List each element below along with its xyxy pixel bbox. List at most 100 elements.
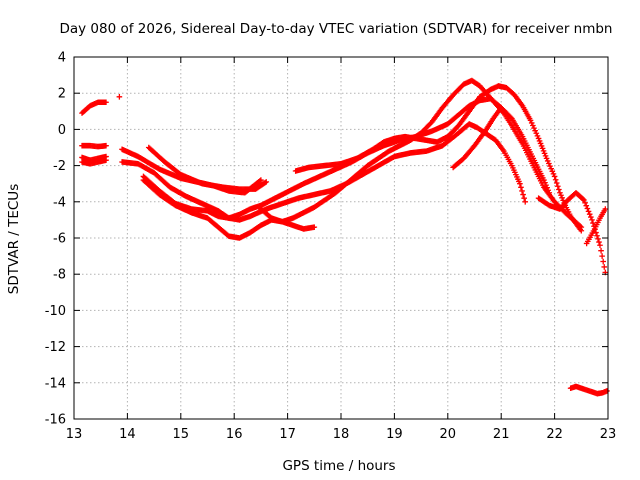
y-tick-label: -10 — [45, 304, 66, 319]
data-point — [580, 196, 586, 202]
data-point — [498, 104, 504, 111]
data-point — [258, 177, 264, 183]
y-tick-label: 2 — [58, 87, 66, 102]
y-tick-label: -16 — [45, 413, 66, 428]
data-point — [584, 205, 591, 212]
grid-lines — [74, 57, 608, 419]
data-point — [530, 122, 536, 129]
data-point — [257, 178, 263, 184]
data-point — [558, 192, 564, 199]
x-tick-label: 14 — [119, 427, 136, 442]
data-point — [594, 232, 600, 239]
data-point — [583, 202, 590, 209]
data-point — [528, 120, 535, 126]
data-point — [596, 239, 602, 245]
series-track-13 — [535, 189, 609, 276]
x-tick-label: 20 — [440, 427, 457, 442]
x-tick-label: 15 — [173, 427, 190, 442]
x-tick-label: 19 — [386, 427, 403, 442]
data-point — [500, 109, 506, 115]
y-tick-label: 0 — [58, 123, 66, 138]
data-point — [578, 227, 585, 234]
y-tick-label: -6 — [53, 232, 66, 247]
series-track-11 — [292, 83, 585, 234]
data-point — [103, 99, 109, 106]
series-track-15 — [567, 383, 610, 397]
data-point — [519, 188, 525, 194]
data-point — [604, 388, 610, 394]
data-point — [543, 155, 550, 162]
series-track-10 — [258, 77, 585, 230]
data-point — [527, 117, 534, 124]
data-point — [553, 180, 560, 186]
data-points — [79, 77, 610, 397]
data-point — [602, 206, 609, 212]
data-point — [552, 176, 559, 183]
data-point — [103, 157, 109, 163]
data-point — [520, 191, 526, 198]
data-point — [103, 142, 109, 149]
axis-ticks: 13 14 15 16 17 18 19 20 21 22 23420-2-4-6-8-10-12-… — [45, 51, 617, 443]
series-track-2 — [79, 142, 109, 150]
data-point — [262, 179, 268, 186]
data-point — [517, 180, 523, 187]
data-point — [532, 127, 538, 134]
data-point — [556, 186, 562, 193]
data-point — [597, 242, 603, 249]
y-tick-label: -8 — [53, 268, 66, 283]
series-isolated — [116, 94, 123, 100]
y-tick-label: -2 — [53, 159, 66, 174]
x-tick-label: 13 — [66, 427, 83, 442]
series-track-1 — [79, 99, 109, 116]
data-point — [600, 258, 606, 265]
series-track-14 — [583, 206, 609, 247]
y-axis-label: SDTVAR / TECUs — [6, 184, 22, 294]
data-point — [116, 94, 123, 100]
data-point — [508, 114, 514, 121]
x-tick-label: 22 — [546, 427, 563, 442]
data-point — [582, 200, 588, 206]
data-point — [546, 160, 552, 167]
data-point — [586, 211, 593, 218]
data-point — [589, 217, 595, 223]
data-point — [588, 214, 594, 220]
chart-title: Day 080 of 2026, Sidereal Day-to-day VTE… — [59, 21, 612, 37]
x-tick-label: 18 — [333, 427, 350, 442]
data-point — [550, 171, 557, 177]
x-axis-label: GPS time / hours — [282, 458, 395, 474]
series-track-7 — [119, 121, 529, 223]
data-point — [590, 220, 596, 226]
data-point — [601, 264, 608, 270]
y-tick-label: -4 — [53, 195, 66, 210]
data-point — [533, 130, 540, 137]
data-point — [557, 189, 563, 196]
x-tick-label: 23 — [600, 427, 617, 442]
series-track-12 — [450, 104, 504, 171]
x-tick-label: 17 — [279, 427, 296, 442]
series-track-4 — [79, 157, 109, 167]
data-point — [547, 163, 553, 169]
series-track-9 — [140, 177, 318, 241]
data-point — [559, 195, 565, 201]
data-point — [541, 177, 547, 183]
y-tick-label: -14 — [45, 376, 66, 391]
data-point — [551, 173, 558, 180]
data-point — [522, 199, 529, 205]
data-point — [549, 168, 556, 175]
data-point — [534, 133, 541, 139]
data-point — [595, 236, 601, 242]
data-point — [311, 224, 318, 230]
data-point — [599, 253, 605, 259]
data-point — [555, 183, 561, 190]
y-tick-label: -12 — [45, 340, 66, 355]
x-tick-label: 16 — [226, 427, 243, 442]
data-point — [531, 125, 537, 131]
data-point — [518, 184, 524, 191]
y-tick-label: 4 — [58, 51, 66, 66]
data-point — [585, 208, 592, 215]
data-point — [521, 195, 527, 201]
data-point — [598, 247, 604, 254]
x-tick-label: 21 — [493, 427, 510, 442]
data-point — [263, 179, 270, 185]
